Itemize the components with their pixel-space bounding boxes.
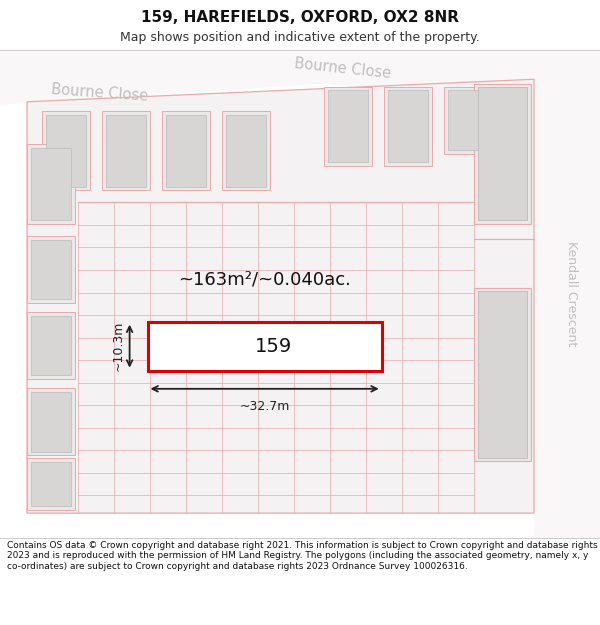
Polygon shape	[226, 114, 266, 186]
Polygon shape	[106, 114, 146, 186]
Polygon shape	[0, 50, 600, 120]
Polygon shape	[384, 86, 432, 166]
Text: Bourne Close: Bourne Close	[51, 82, 149, 104]
Text: Contains OS data © Crown copyright and database right 2021. This information is : Contains OS data © Crown copyright and d…	[7, 541, 598, 571]
Text: Map shows position and indicative extent of the property.: Map shows position and indicative extent…	[120, 31, 480, 44]
Text: 159, HAREFIELDS, OXFORD, OX2 8NR: 159, HAREFIELDS, OXFORD, OX2 8NR	[141, 10, 459, 25]
Polygon shape	[478, 291, 527, 458]
Polygon shape	[478, 87, 527, 220]
Polygon shape	[27, 388, 75, 455]
Polygon shape	[46, 114, 86, 186]
Polygon shape	[31, 316, 71, 376]
Polygon shape	[166, 114, 206, 186]
Polygon shape	[324, 86, 372, 166]
Polygon shape	[31, 392, 71, 452]
Polygon shape	[27, 236, 75, 303]
Polygon shape	[162, 111, 210, 190]
Text: ~10.3m: ~10.3m	[112, 321, 125, 371]
Polygon shape	[448, 90, 488, 150]
Polygon shape	[222, 111, 270, 190]
Polygon shape	[388, 90, 428, 162]
Polygon shape	[534, 50, 600, 538]
Polygon shape	[444, 86, 492, 154]
Polygon shape	[31, 148, 71, 220]
Polygon shape	[27, 144, 75, 224]
Polygon shape	[42, 111, 90, 190]
Polygon shape	[27, 312, 75, 379]
Text: Kendall Crescent: Kendall Crescent	[565, 241, 578, 346]
Text: ~163m²/~0.040ac.: ~163m²/~0.040ac.	[178, 270, 351, 288]
Polygon shape	[102, 111, 150, 190]
Polygon shape	[31, 462, 71, 506]
Polygon shape	[27, 79, 534, 513]
Text: Bourne Close: Bourne Close	[294, 56, 392, 81]
Polygon shape	[31, 239, 71, 299]
Text: ~32.7m: ~32.7m	[239, 400, 290, 412]
Text: 159: 159	[255, 337, 292, 356]
Polygon shape	[474, 84, 531, 224]
Polygon shape	[328, 90, 368, 162]
Polygon shape	[27, 458, 75, 510]
Polygon shape	[474, 288, 531, 461]
Polygon shape	[148, 322, 382, 371]
